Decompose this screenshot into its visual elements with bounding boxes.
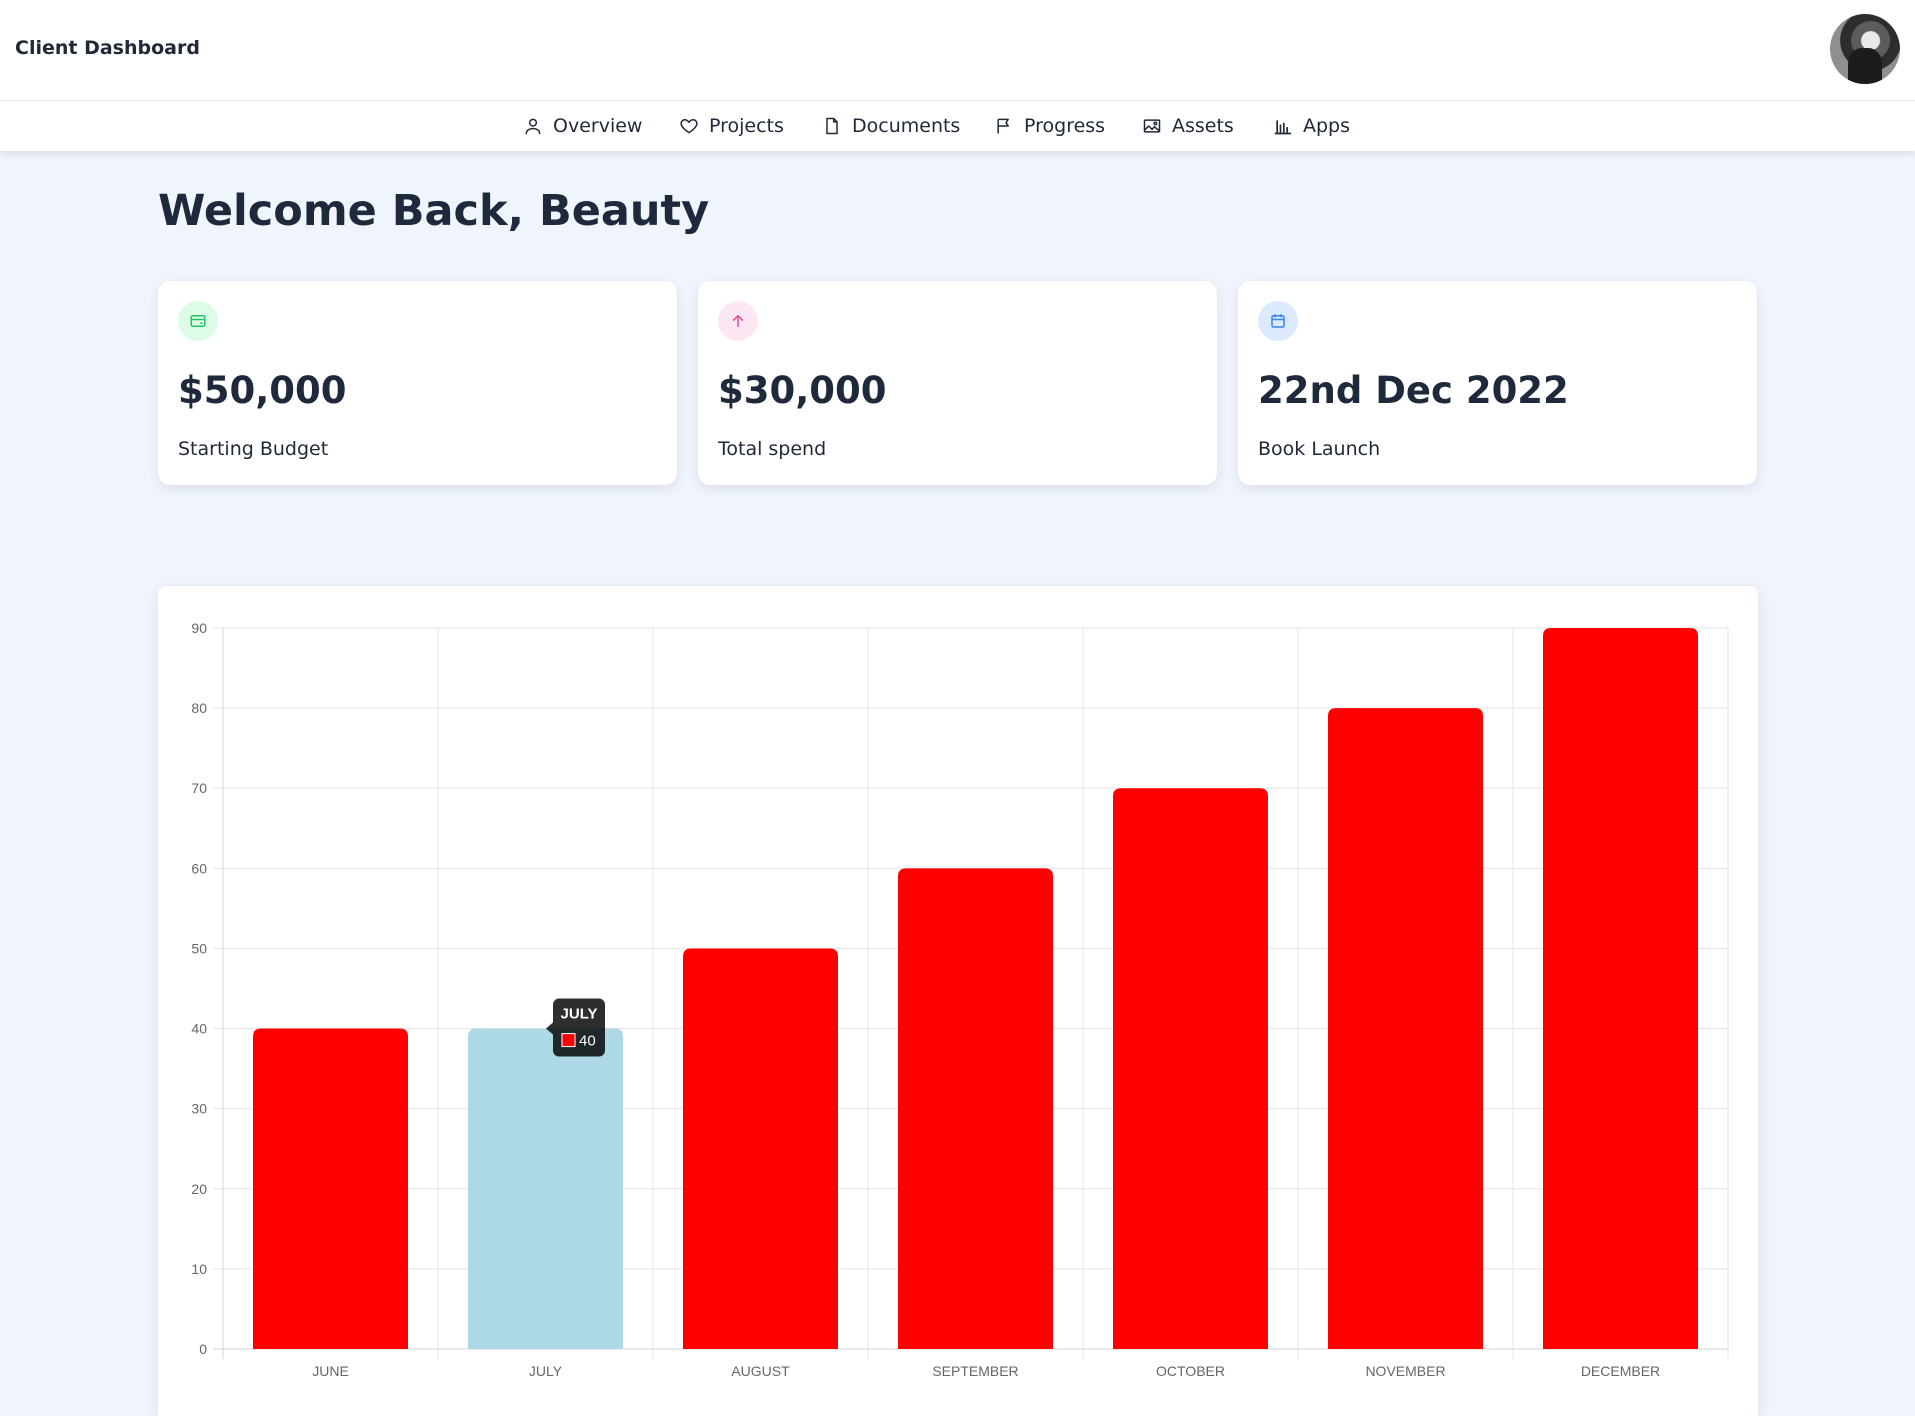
chart-bar[interactable] (1113, 788, 1268, 1349)
nav-item-progress[interactable]: Progress (994, 101, 1105, 151)
x-tick-label: DECEMBER (1581, 1363, 1660, 1379)
y-tick-label: 40 (191, 1021, 207, 1037)
nav-item-overview[interactable]: Overview (523, 101, 642, 151)
stat-icon-badge (718, 301, 758, 341)
tooltip-caret (546, 1022, 553, 1035)
stat-icon-badge (1258, 301, 1298, 341)
stat-value: $30,000 (718, 369, 887, 412)
tooltip-swatch (561, 1033, 576, 1048)
stat-card-launch: 22nd Dec 2022 Book Launch (1238, 281, 1757, 485)
y-tick-label: 50 (191, 940, 207, 956)
bar-chart-icon (1274, 120, 1292, 135)
stat-value: $50,000 (178, 369, 347, 412)
document-icon (826, 117, 838, 135)
chart-bar[interactable] (683, 948, 838, 1349)
stat-label: Starting Budget (178, 438, 329, 460)
y-tick-label: 20 (191, 1181, 207, 1197)
chart-bar[interactable] (253, 1028, 408, 1349)
stat-label: Book Launch (1258, 438, 1381, 460)
nav-item-label: Assets (1172, 115, 1234, 137)
nav-item-apps[interactable]: Apps (1273, 101, 1350, 151)
tooltip-title: JULY (561, 1006, 598, 1023)
calendar-icon (1271, 314, 1285, 328)
chart-card: 0 10 20 30 40 50 60 70 80 90 JUNE JULY AUGUST SEPTEMB… (158, 586, 1758, 1416)
chart-bar[interactable] (898, 868, 1053, 1349)
x-tick-label: OCTOBER (1156, 1363, 1225, 1379)
page-title: Welcome Back, Beauty (158, 186, 710, 236)
stat-card-budget: $50,000 Starting Budget (158, 281, 677, 485)
user-icon (525, 118, 541, 135)
x-tick-label: JUNE (312, 1363, 349, 1379)
nav-item-projects[interactable]: Projects (679, 101, 784, 151)
stat-value: 22nd Dec 2022 (1258, 369, 1569, 412)
credit-card-icon (190, 315, 206, 327)
nav-item-label: Projects (709, 115, 784, 137)
y-tick-label: 30 (191, 1101, 207, 1117)
x-tick-label: SEPTEMBER (932, 1363, 1018, 1379)
y-tick-label: 0 (199, 1341, 207, 1357)
nav-item-assets[interactable]: Assets (1142, 101, 1234, 151)
y-tick-label: 10 (191, 1261, 207, 1277)
image-icon (1143, 119, 1161, 133)
y-tick-label: 80 (191, 700, 207, 716)
nav-item-label: Progress (1024, 115, 1106, 137)
x-tick-label: NOVEMBER (1365, 1363, 1445, 1379)
arrow-up-icon (732, 315, 744, 327)
chart-bar[interactable] (468, 1028, 623, 1349)
y-tick-label: 70 (191, 780, 207, 796)
x-tick-label: AUGUST (731, 1363, 790, 1379)
nav-item-label: Documents (852, 115, 961, 137)
y-tick-label: 60 (191, 860, 207, 876)
nav-item-label: Apps (1303, 115, 1351, 137)
bar-chart: 0 10 20 30 40 50 60 70 80 90 JUNE JULY AUGUST SEPTEMB… (191, 620, 1729, 1379)
nav-item-documents[interactable]: Documents (822, 101, 960, 151)
x-tick-label: JULY (529, 1363, 563, 1379)
tooltip-value: 40 (579, 1033, 596, 1050)
chart-bar[interactable] (1543, 628, 1698, 1349)
flag-icon (997, 118, 1009, 134)
app-title: Client Dashboard (15, 37, 200, 59)
y-tick-label: 90 (191, 620, 207, 636)
main-nav: Overview Projects Documents Progress Ass… (0, 101, 1915, 151)
stat-card-spend: $30,000 Total spend (698, 281, 1217, 485)
chart-bar[interactable] (1328, 708, 1483, 1349)
stat-label: Total spend (718, 438, 827, 460)
heart-icon (680, 119, 698, 134)
stat-icon-badge (178, 301, 218, 341)
top-bar: Client Dashboard (0, 0, 1915, 101)
nav-item-label: Overview (553, 115, 643, 137)
avatar[interactable] (1830, 14, 1900, 84)
